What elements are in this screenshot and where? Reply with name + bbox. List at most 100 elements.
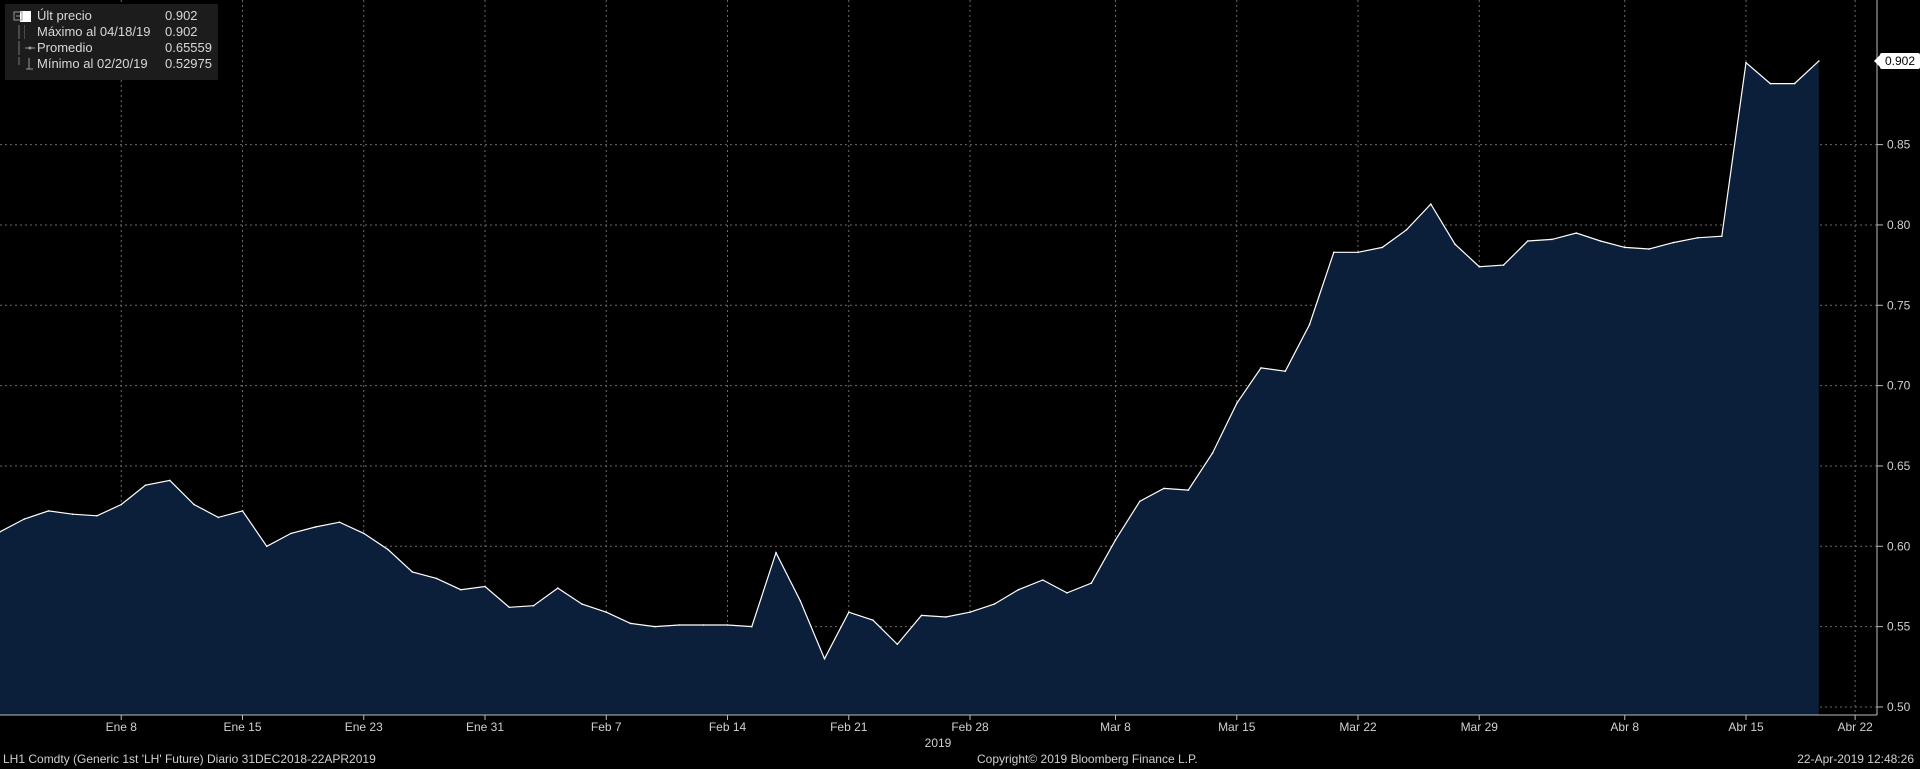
data-point xyxy=(1139,500,1141,503)
legend-value: 0.902 xyxy=(165,8,198,23)
data-point xyxy=(1551,238,1553,241)
chart-area-series xyxy=(0,60,1820,716)
data-point xyxy=(629,622,632,625)
data-point xyxy=(460,588,462,591)
x-tick-label: Feb 28 xyxy=(951,720,989,734)
area-fill xyxy=(0,61,1819,716)
y-tick-label: 0.85 xyxy=(1887,138,1911,152)
data-point xyxy=(1163,487,1165,490)
data-point xyxy=(169,479,171,482)
x-tick-label: Mar 29 xyxy=(1461,720,1499,734)
legend-value: 0.52975 xyxy=(165,56,212,71)
x-tick-label: Ene 23 xyxy=(345,720,383,734)
legend-item-max: Máximo al 04/18/19 0.902 xyxy=(5,24,218,40)
data-point xyxy=(411,571,414,573)
data-point xyxy=(484,585,486,588)
chart-legend: Últ precio 0.902 Máximo al 04/18/19 0.90… xyxy=(5,4,218,80)
data-point xyxy=(896,643,899,646)
data-point xyxy=(1648,248,1650,250)
data-point xyxy=(1284,370,1287,373)
x-tick-label: Abr 8 xyxy=(1610,720,1639,734)
data-point xyxy=(1721,235,1723,237)
data-point xyxy=(1405,229,1408,231)
data-point xyxy=(217,516,220,519)
data-point xyxy=(1575,232,1578,234)
data-point xyxy=(144,484,147,487)
legend-label: Máximo al 04/18/19 xyxy=(37,24,151,39)
data-point xyxy=(605,611,608,613)
x-tick-label: Ene 15 xyxy=(223,720,261,734)
data-point xyxy=(96,515,98,517)
x-axis-label: 2019 xyxy=(925,736,952,750)
legend-item-min: Mínimo al 02/20/19 0.52975 xyxy=(5,56,218,72)
data-point xyxy=(1430,203,1432,205)
x-tick-label: Ene 8 xyxy=(106,720,138,734)
last-price-flag: 0.902 xyxy=(1874,53,1920,70)
data-point xyxy=(1236,402,1238,405)
data-point xyxy=(678,624,680,626)
legend-label: Últ precio xyxy=(37,8,92,23)
data-point xyxy=(314,526,317,528)
data-point xyxy=(848,611,850,613)
y-tick-label: 0.75 xyxy=(1887,298,1911,312)
data-point xyxy=(1017,588,1020,591)
legend-label: Mínimo al 02/20/19 xyxy=(37,56,148,71)
data-point xyxy=(969,611,971,613)
data-point xyxy=(1260,367,1262,369)
data-point xyxy=(1745,61,1747,64)
data-point xyxy=(920,614,923,617)
legend-item-average: Promedio 0.65559 xyxy=(5,40,218,56)
y-tick-label: 0.50 xyxy=(1887,700,1911,714)
data-point xyxy=(1478,265,1481,268)
data-point xyxy=(1042,579,1044,581)
y-tick-label: 0.60 xyxy=(1887,539,1911,553)
y-tick-label: 0.55 xyxy=(1887,620,1911,634)
y-tick-label: 0.70 xyxy=(1887,379,1911,393)
data-point xyxy=(241,510,244,512)
footer-timestamp: 22-Apr-2019 12:48:26 xyxy=(1797,752,1914,766)
data-point xyxy=(338,521,341,523)
footer-copyright: Copyright© 2019 Bloomberg Finance L.P. xyxy=(977,752,1198,766)
legend-item-last-price: Últ precio 0.902 xyxy=(5,8,218,24)
data-point xyxy=(1502,264,1505,266)
x-tick-label: Feb 21 xyxy=(830,720,868,734)
data-point xyxy=(0,531,1,533)
data-point xyxy=(1211,452,1214,454)
data-point xyxy=(1527,240,1529,242)
data-point xyxy=(266,545,268,548)
average-marker-icon xyxy=(13,41,35,55)
data-point xyxy=(1454,243,1456,245)
data-point xyxy=(47,510,50,512)
white-square-icon xyxy=(20,11,31,22)
x-tick-label: Feb 14 xyxy=(709,720,747,734)
x-tick-label: Abr 22 xyxy=(1837,720,1873,734)
x-tick-label: Mar 15 xyxy=(1218,720,1256,734)
x-tick-label: Feb 7 xyxy=(591,720,622,734)
data-point xyxy=(993,603,996,605)
data-point xyxy=(1381,246,1384,249)
data-point xyxy=(1769,82,1772,85)
data-point xyxy=(775,551,777,554)
x-tick-label: Mar 8 xyxy=(1100,720,1131,734)
data-point xyxy=(72,513,74,515)
data-point xyxy=(1090,582,1093,584)
data-point xyxy=(799,600,802,602)
data-point xyxy=(1114,539,1117,541)
y-tick-label: 0.65 xyxy=(1887,459,1911,473)
x-tick-label: Mar 22 xyxy=(1339,720,1377,734)
max-marker-icon xyxy=(13,25,33,39)
data-point xyxy=(1066,592,1068,594)
footer-ticker-info: LH1 Comdty (Generic 1st 'LH' Future) Dia… xyxy=(3,752,376,766)
data-point xyxy=(1187,489,1190,491)
data-point xyxy=(532,604,535,607)
data-point xyxy=(557,587,559,589)
data-point xyxy=(363,532,365,535)
legend-label: Promedio xyxy=(37,40,93,55)
data-point xyxy=(1599,240,1602,242)
data-point xyxy=(872,619,874,621)
data-point xyxy=(1818,60,1820,62)
chart-axes: 0.50 0.55 0.60 0.65 0.70 0.75 0.80 0.85 Ene 8 Ene… xyxy=(0,0,1911,750)
data-point xyxy=(726,624,729,626)
data-point xyxy=(823,658,826,660)
